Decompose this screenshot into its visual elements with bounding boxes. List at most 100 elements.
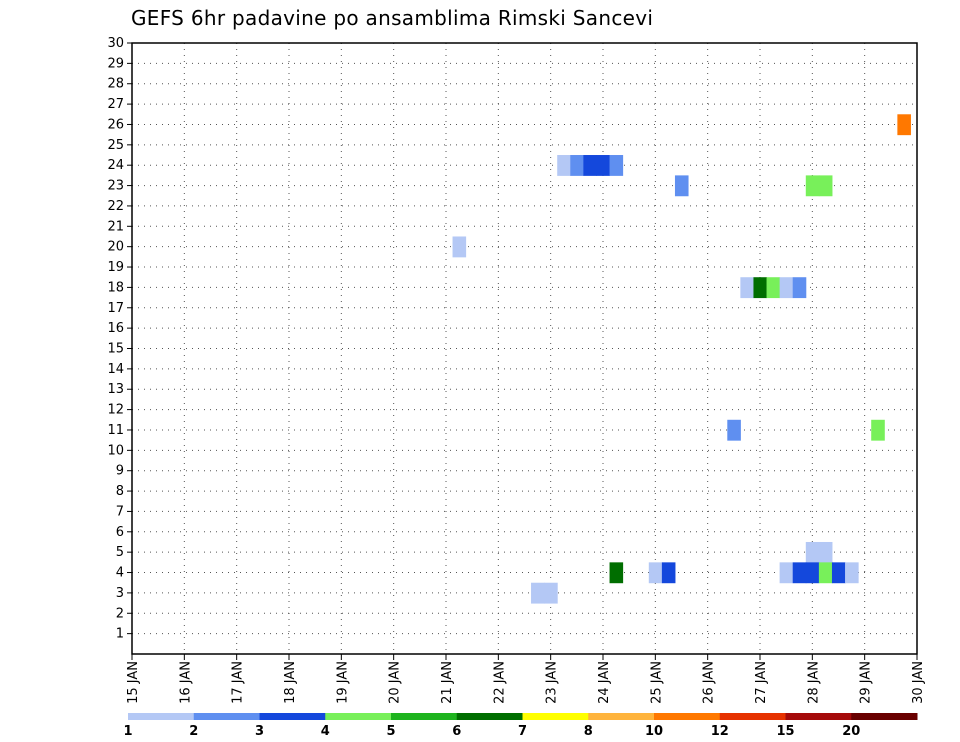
y-tick-label: 23 xyxy=(107,179,124,194)
y-tick-label: 25 xyxy=(107,138,124,153)
y-tick-label: 29 xyxy=(107,56,124,71)
y-tick-label: 6 xyxy=(116,525,124,540)
precip-cell xyxy=(818,562,833,584)
x-axis: 15 JAN 16 JAN 17 JAN 18 JAN 19 JAN 20 JAN 21 J… xyxy=(126,654,926,704)
colorbar-swatch xyxy=(193,713,260,720)
precip-cell xyxy=(596,155,611,176)
y-tick-label: 30 xyxy=(107,36,124,51)
colorbar-swatch xyxy=(522,713,589,720)
y-tick-label: 5 xyxy=(116,545,124,560)
precip-cell xyxy=(818,541,833,563)
colorbar-swatch xyxy=(128,713,195,720)
precip-cell xyxy=(805,562,820,584)
colorbar-label: 1 xyxy=(123,724,132,739)
precip-cell xyxy=(845,562,859,584)
precip-cell xyxy=(766,277,781,299)
precip-cell xyxy=(818,175,833,197)
precip-cell xyxy=(792,562,807,584)
y-tick-label: 10 xyxy=(107,443,124,458)
colorbar-swatch xyxy=(456,713,523,720)
x-tick-label: 15 JAN xyxy=(126,661,141,704)
x-tick-label: 16 JAN xyxy=(178,661,193,704)
colorbar-label: 12 xyxy=(711,724,729,739)
x-tick-label: 20 JAN xyxy=(388,661,403,704)
x-tick-label: 21 JAN xyxy=(440,661,455,704)
colorbar-swatch xyxy=(588,713,655,720)
precip-cell xyxy=(661,562,676,584)
x-tick-label: 30 JAN xyxy=(911,661,926,704)
colorbar-label: 7 xyxy=(518,724,527,739)
colorbar-label: 20 xyxy=(842,724,860,739)
precip-cell xyxy=(740,277,754,299)
precip-cell xyxy=(805,541,820,563)
y-tick-label: 18 xyxy=(107,280,124,295)
colorbar-swatch xyxy=(719,713,786,720)
y-tick-label: 8 xyxy=(116,484,124,499)
colorbar-label: 5 xyxy=(386,724,395,739)
precip-cell xyxy=(609,155,624,176)
precip-cell xyxy=(792,277,807,299)
y-tick-label: 13 xyxy=(107,382,124,397)
colorbar-label: 4 xyxy=(321,724,330,739)
colorbar-label: 10 xyxy=(645,724,663,739)
precip-cell xyxy=(583,155,597,176)
y-tick-label: 11 xyxy=(107,423,124,438)
colorbar-label: 2 xyxy=(189,724,198,739)
colorbar-label: 3 xyxy=(255,724,264,739)
colorbar-swatch xyxy=(391,713,458,720)
y-tick-label: 3 xyxy=(116,586,124,601)
y-tick-label: 22 xyxy=(107,199,124,214)
chart-title: GEFS 6hr padavine po ansamblima Rimski S… xyxy=(131,6,654,30)
colorbar-legend: 1 2 3 4 5 6 7 8 10 12 15 20 xyxy=(123,713,918,739)
y-tick-label: 27 xyxy=(107,97,124,112)
colorbar-label: 8 xyxy=(584,724,593,739)
y-tick-label: 4 xyxy=(116,566,124,581)
y-tick-label: 2 xyxy=(116,606,124,621)
precip-cell xyxy=(648,562,663,584)
precip-cell xyxy=(544,582,558,604)
x-tick-label: 24 JAN xyxy=(597,661,612,704)
y-tick-label: 19 xyxy=(107,260,124,275)
precip-cell xyxy=(557,155,571,176)
y-tick-label: 12 xyxy=(107,403,124,418)
x-tick-label: 18 JAN xyxy=(283,661,298,704)
precip-cells xyxy=(452,114,911,604)
colorbar-swatch xyxy=(654,713,721,720)
colorbar-swatch xyxy=(851,713,918,720)
precip-cell xyxy=(531,582,545,604)
precip-cell xyxy=(674,175,689,197)
y-tick-label: 14 xyxy=(107,362,124,377)
x-tick-label: 26 JAN xyxy=(702,661,717,704)
x-tick-label: 29 JAN xyxy=(859,661,874,704)
precip-cell xyxy=(897,114,911,136)
x-tick-label: 19 JAN xyxy=(335,661,350,704)
precip-cell xyxy=(570,155,584,176)
x-tick-label: 27 JAN xyxy=(754,661,769,704)
precip-cell xyxy=(779,277,794,299)
precip-cell xyxy=(831,562,846,584)
colorbar-swatch xyxy=(325,713,392,720)
y-tick-label: 16 xyxy=(107,321,124,336)
y-tick-label: 24 xyxy=(107,158,124,173)
colorbar-swatch xyxy=(259,713,326,720)
x-tick-label: 22 JAN xyxy=(492,661,507,704)
precip-cell xyxy=(779,562,794,584)
y-tick-label: 21 xyxy=(107,219,124,234)
x-tick-label: 28 JAN xyxy=(806,661,821,704)
colorbar-swatch xyxy=(785,713,852,720)
y-tick-label: 20 xyxy=(107,240,124,255)
x-tick-label: 25 JAN xyxy=(649,661,664,704)
colorbar-label: 15 xyxy=(776,724,794,739)
y-axis: 1234567891011121314151617181920212223242… xyxy=(107,36,132,642)
y-tick-label: 7 xyxy=(116,504,124,519)
y-tick-label: 9 xyxy=(116,464,124,479)
colorbar-label: 6 xyxy=(452,724,461,739)
precip-cell xyxy=(753,277,768,299)
y-tick-label: 15 xyxy=(107,342,124,357)
y-tick-label: 1 xyxy=(116,627,124,642)
x-tick-label: 23 JAN xyxy=(545,661,560,704)
precip-cell xyxy=(609,562,624,584)
precip-cell xyxy=(452,236,467,258)
precip-cell xyxy=(805,175,820,197)
